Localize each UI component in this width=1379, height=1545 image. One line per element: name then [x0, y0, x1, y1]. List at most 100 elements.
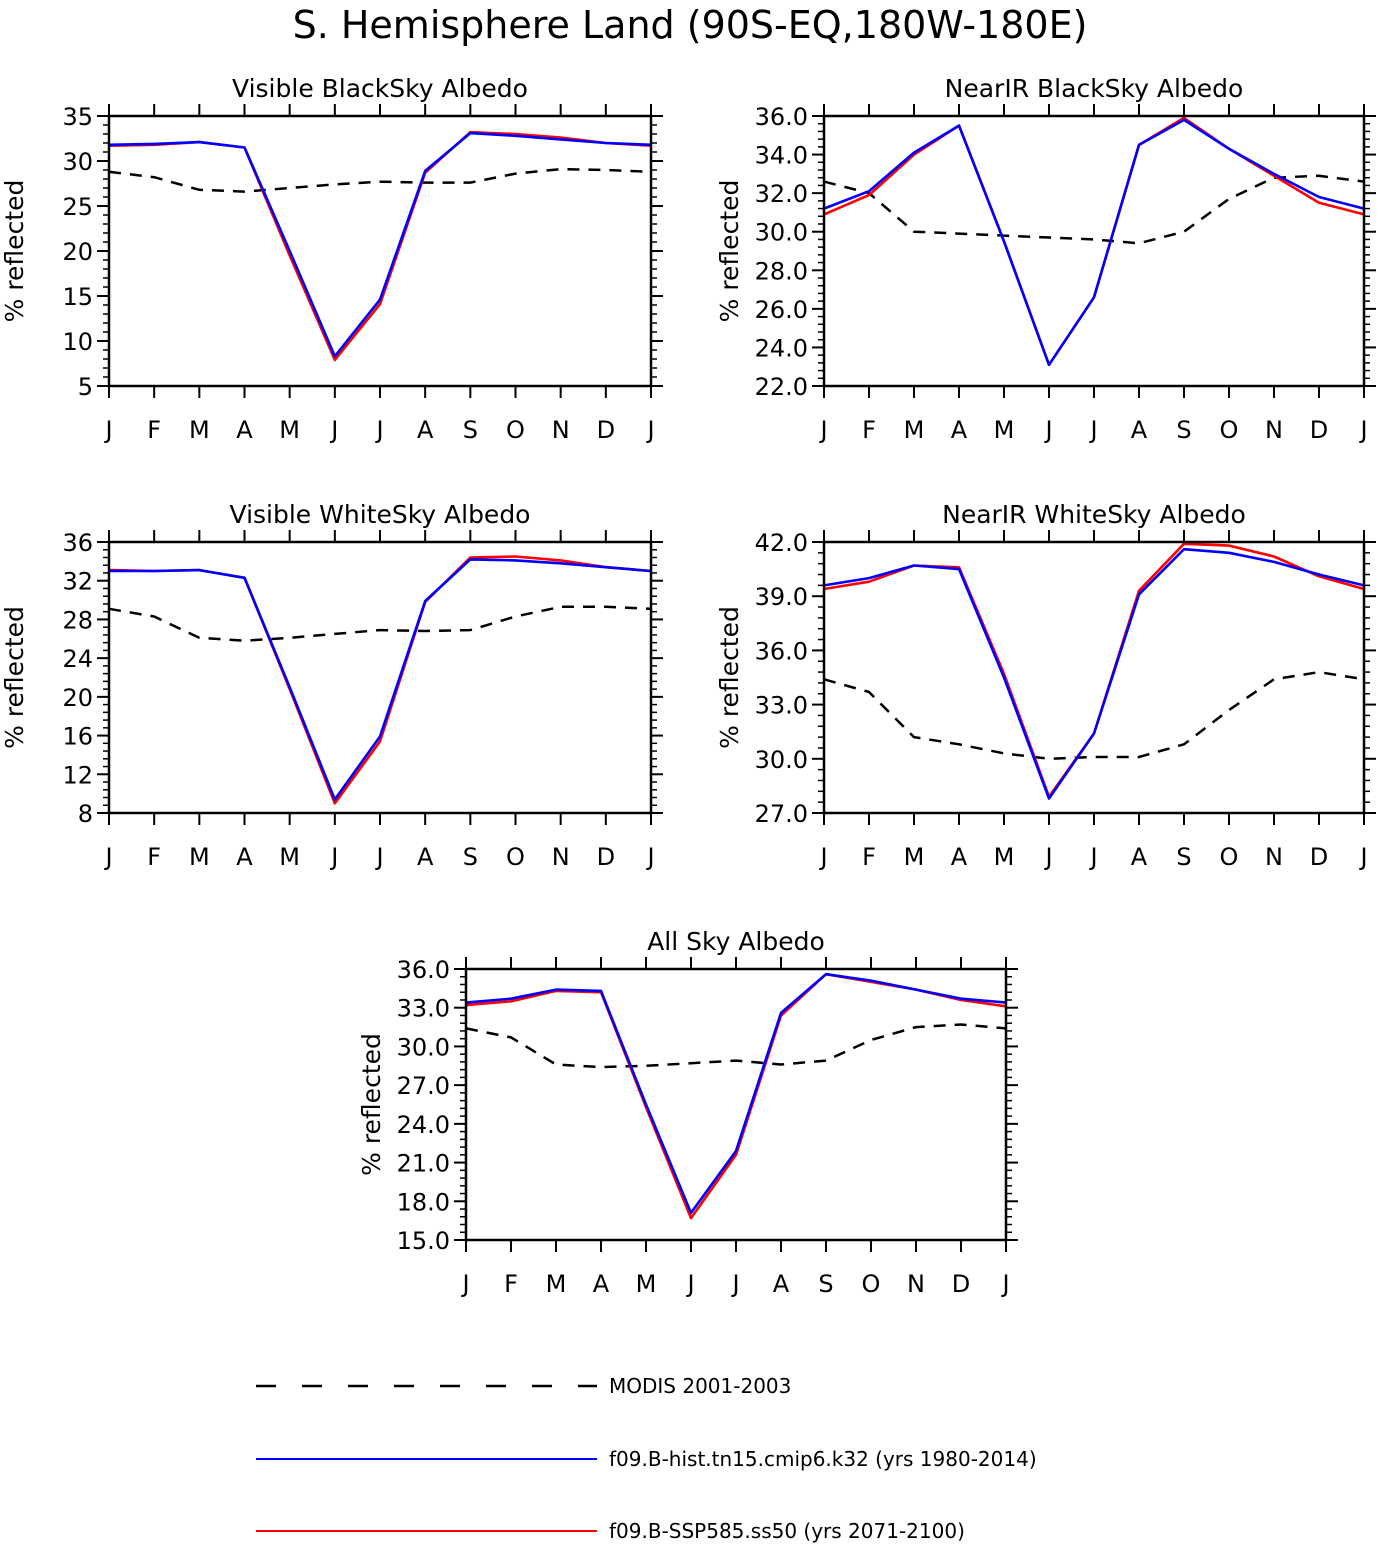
y-tick-label: 30.0: [755, 746, 808, 774]
legend-label: f09.B-hist.tn15.cmip6.k32 (yrs 1980-2014…: [609, 1447, 1037, 1471]
y-tick-label: 39.0: [755, 583, 808, 611]
x-tick-label: M: [546, 1270, 567, 1298]
x-tick-label: J: [374, 416, 383, 444]
y-tick-label: 22.0: [755, 373, 808, 401]
figure-title: S. Hemisphere Land (90S-EQ,180W-180E): [293, 3, 1088, 47]
x-tick-label: J: [1358, 416, 1367, 444]
plot-frame: [107, 540, 653, 815]
y-tick-label: 26.0: [755, 296, 808, 324]
x-tick-label: J: [645, 416, 654, 444]
y-tick-label: 20: [62, 684, 93, 712]
y-tick-label: 35: [62, 103, 93, 131]
y-axis-label: % reflected: [0, 606, 29, 749]
x-tick-label: A: [951, 843, 968, 871]
x-tick-label: M: [189, 843, 210, 871]
x-tick-label: J: [1043, 843, 1052, 871]
y-tick-label: 32: [62, 568, 93, 596]
series-line-ssp: [465, 972, 1007, 1220]
y-tick-label: 36.0: [755, 637, 808, 665]
series-line-ssp: [108, 130, 652, 362]
x-tick-label: J: [1043, 416, 1052, 444]
y-tick-label: 32.0: [755, 180, 808, 208]
y-tick-label: 30.0: [755, 219, 808, 247]
panel-title: Visible WhiteSky Albedo: [230, 500, 531, 529]
x-tick-label: O: [862, 1270, 881, 1298]
y-axis-label: % reflected: [0, 180, 29, 323]
x-tick-label: S: [1176, 416, 1191, 444]
legend-item-hist: f09.B-hist.tn15.cmip6.k32 (yrs 1980-2014…: [256, 1447, 1037, 1471]
y-tick-label: 15: [62, 283, 93, 311]
y-tick-label: 10: [62, 328, 93, 356]
x-tick-label: S: [1176, 843, 1191, 871]
y-tick-label: 24.0: [755, 334, 808, 362]
x-tick-label: D: [1310, 843, 1328, 871]
panel-title: NearIR WhiteSky Albedo: [942, 500, 1246, 529]
y-tick-label: 34.0: [755, 142, 808, 170]
series-line-hist: [108, 131, 652, 358]
x-tick-label: M: [904, 416, 925, 444]
x-tick-label: M: [279, 416, 300, 444]
y-axis-label: % reflected: [715, 606, 744, 749]
series-line-ssp: [823, 116, 1365, 367]
series-line-hist: [109, 558, 652, 801]
x-tick-label: N: [907, 1270, 925, 1298]
x-tick-label: N: [552, 416, 570, 444]
x-tick-label: O: [1220, 416, 1239, 444]
plot-frame: [464, 967, 1008, 1242]
x-tick-label: J: [103, 843, 112, 871]
x-tick-label: M: [279, 843, 300, 871]
x-tick-label: F: [504, 1270, 518, 1298]
y-tick-label: 12: [62, 761, 93, 789]
x-tick-label: D: [597, 843, 615, 871]
panel-title: All Sky Albedo: [647, 927, 825, 956]
y-tick-label: 36.0: [755, 103, 808, 131]
y-tick-label: 25: [62, 193, 93, 221]
x-tick-label: J: [1358, 843, 1367, 871]
legend-item-ssp: f09.B-SSP585.ss50 (yrs 2071-2100): [256, 1519, 965, 1543]
x-tick-label: J: [374, 843, 383, 871]
series-line-ssp: [823, 542, 1365, 799]
y-tick-label: 18.0: [397, 1188, 450, 1216]
y-tick-label: 15.0: [397, 1227, 450, 1255]
x-tick-label: J: [730, 1270, 739, 1298]
x-tick-label: D: [597, 416, 615, 444]
x-tick-label: J: [1088, 843, 1097, 871]
y-tick-label: 8: [78, 800, 93, 828]
plot-frame: [107, 114, 653, 388]
x-tick-label: A: [951, 416, 968, 444]
plot-frame: [822, 114, 1366, 388]
y-tick-label: 30: [62, 148, 93, 176]
y-tick-label: 30.0: [397, 1033, 450, 1061]
x-tick-label: J: [329, 416, 338, 444]
x-tick-label: M: [189, 416, 210, 444]
y-tick-label: 21.0: [397, 1150, 450, 1178]
series-line-modis: [108, 167, 652, 193]
x-tick-label: A: [773, 1270, 790, 1298]
series-line-modis: [823, 670, 1365, 761]
x-tick-label: N: [552, 843, 570, 871]
x-tick-label: A: [236, 843, 253, 871]
y-axis-label: % reflected: [357, 1033, 386, 1176]
y-axis-label: % reflected: [715, 180, 744, 323]
series-line-hist: [823, 118, 1365, 367]
x-tick-label: S: [463, 843, 478, 871]
x-tick-label: J: [329, 843, 338, 871]
x-tick-label: M: [994, 843, 1015, 871]
legend-label: f09.B-SSP585.ss50 (yrs 2071-2100): [609, 1519, 965, 1543]
y-tick-label: 33.0: [755, 692, 808, 720]
legend-label: MODIS 2001-2003: [609, 1374, 791, 1398]
y-tick-label: 28: [62, 606, 93, 634]
x-tick-label: J: [1000, 1270, 1009, 1298]
x-tick-label: A: [417, 416, 434, 444]
series-line-ssp: [108, 555, 652, 805]
x-tick-label: A: [236, 416, 253, 444]
series-line-modis: [823, 174, 1365, 245]
series-line-modis: [465, 1023, 1007, 1069]
y-tick-label: 27.0: [397, 1072, 450, 1100]
x-tick-label: M: [994, 416, 1015, 444]
